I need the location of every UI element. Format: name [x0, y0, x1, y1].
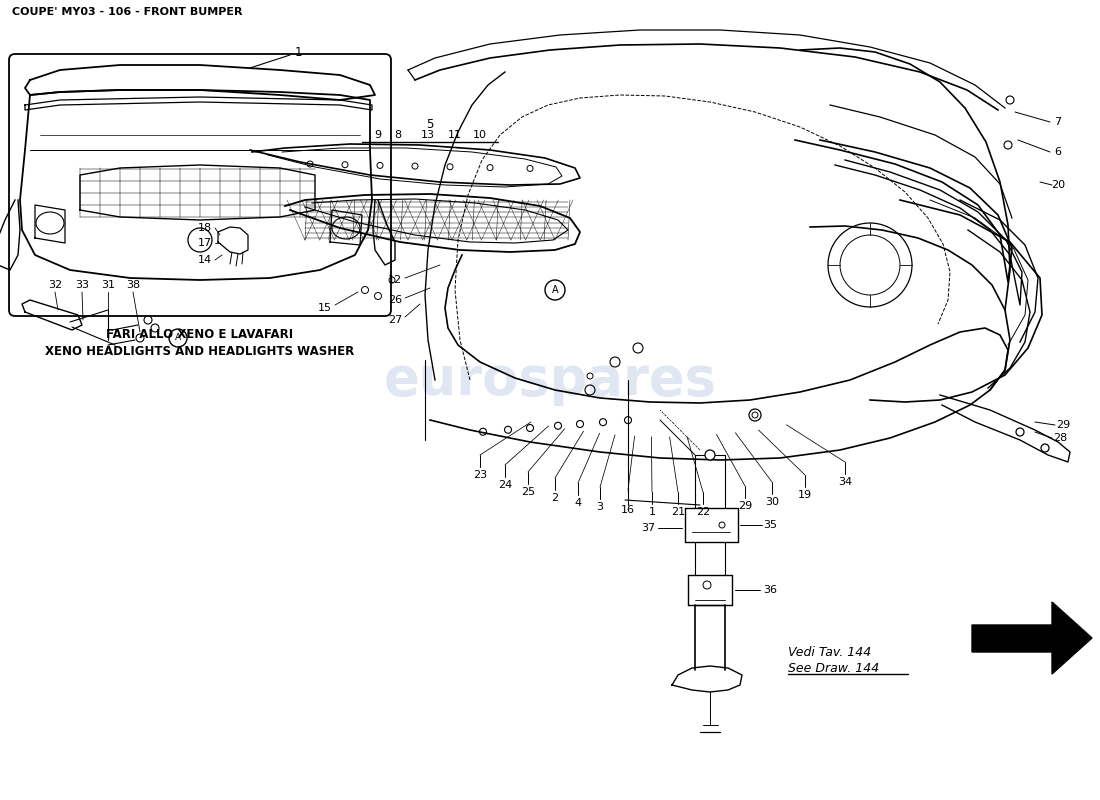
Text: 14: 14: [198, 255, 212, 265]
Text: 17: 17: [198, 238, 212, 248]
Text: 38: 38: [125, 280, 140, 290]
Text: 30: 30: [764, 497, 779, 507]
Text: 6: 6: [1055, 147, 1061, 157]
Text: 8: 8: [395, 130, 402, 140]
Text: 22: 22: [696, 507, 711, 517]
Text: 32: 32: [48, 280, 62, 290]
Text: FARI ALLO XENO E LAVAFARI: FARI ALLO XENO E LAVAFARI: [107, 328, 294, 341]
Text: 37: 37: [641, 523, 656, 533]
Text: 1: 1: [295, 46, 301, 58]
Text: 35: 35: [763, 520, 777, 530]
Text: 25: 25: [521, 487, 535, 497]
Text: 31: 31: [101, 280, 116, 290]
Text: 28: 28: [1053, 433, 1067, 443]
Text: 13: 13: [421, 130, 434, 140]
Text: 23: 23: [473, 470, 487, 480]
FancyBboxPatch shape: [9, 54, 390, 316]
Text: 29: 29: [1056, 420, 1070, 430]
Text: 5: 5: [427, 118, 433, 131]
Text: 19: 19: [798, 490, 812, 500]
Text: 11: 11: [448, 130, 462, 140]
Text: 36: 36: [763, 585, 777, 595]
Text: 33: 33: [75, 280, 89, 290]
Text: 12: 12: [388, 275, 403, 285]
Text: 29: 29: [738, 501, 752, 511]
Text: 2: 2: [551, 493, 559, 503]
Text: 26: 26: [388, 295, 403, 305]
Text: 4: 4: [574, 498, 582, 508]
Text: 3: 3: [596, 502, 604, 512]
Circle shape: [705, 450, 715, 460]
Text: 20: 20: [1050, 180, 1065, 190]
Text: 1: 1: [649, 507, 656, 517]
Polygon shape: [972, 602, 1092, 674]
Text: 18: 18: [198, 223, 212, 233]
Text: A: A: [552, 285, 559, 295]
Text: COUPE' MY03 - 106 - FRONT BUMPER: COUPE' MY03 - 106 - FRONT BUMPER: [12, 7, 242, 17]
Text: See Draw. 144: See Draw. 144: [788, 662, 879, 674]
Text: eurospares: eurospares: [384, 354, 716, 406]
Text: Vedi Tav. 144: Vedi Tav. 144: [788, 646, 871, 658]
Text: 27: 27: [388, 315, 403, 325]
Text: 24: 24: [498, 480, 513, 490]
Text: 9: 9: [374, 130, 382, 140]
Text: 16: 16: [621, 505, 635, 515]
Text: 10: 10: [473, 130, 487, 140]
Text: 15: 15: [318, 303, 332, 313]
Text: XENO HEADLIGHTS AND HEADLIGHTS WASHER: XENO HEADLIGHTS AND HEADLIGHTS WASHER: [45, 345, 354, 358]
Text: 7: 7: [1055, 117, 1061, 127]
Text: A: A: [175, 334, 182, 342]
Text: 21: 21: [671, 507, 685, 517]
Text: 34: 34: [838, 477, 853, 487]
